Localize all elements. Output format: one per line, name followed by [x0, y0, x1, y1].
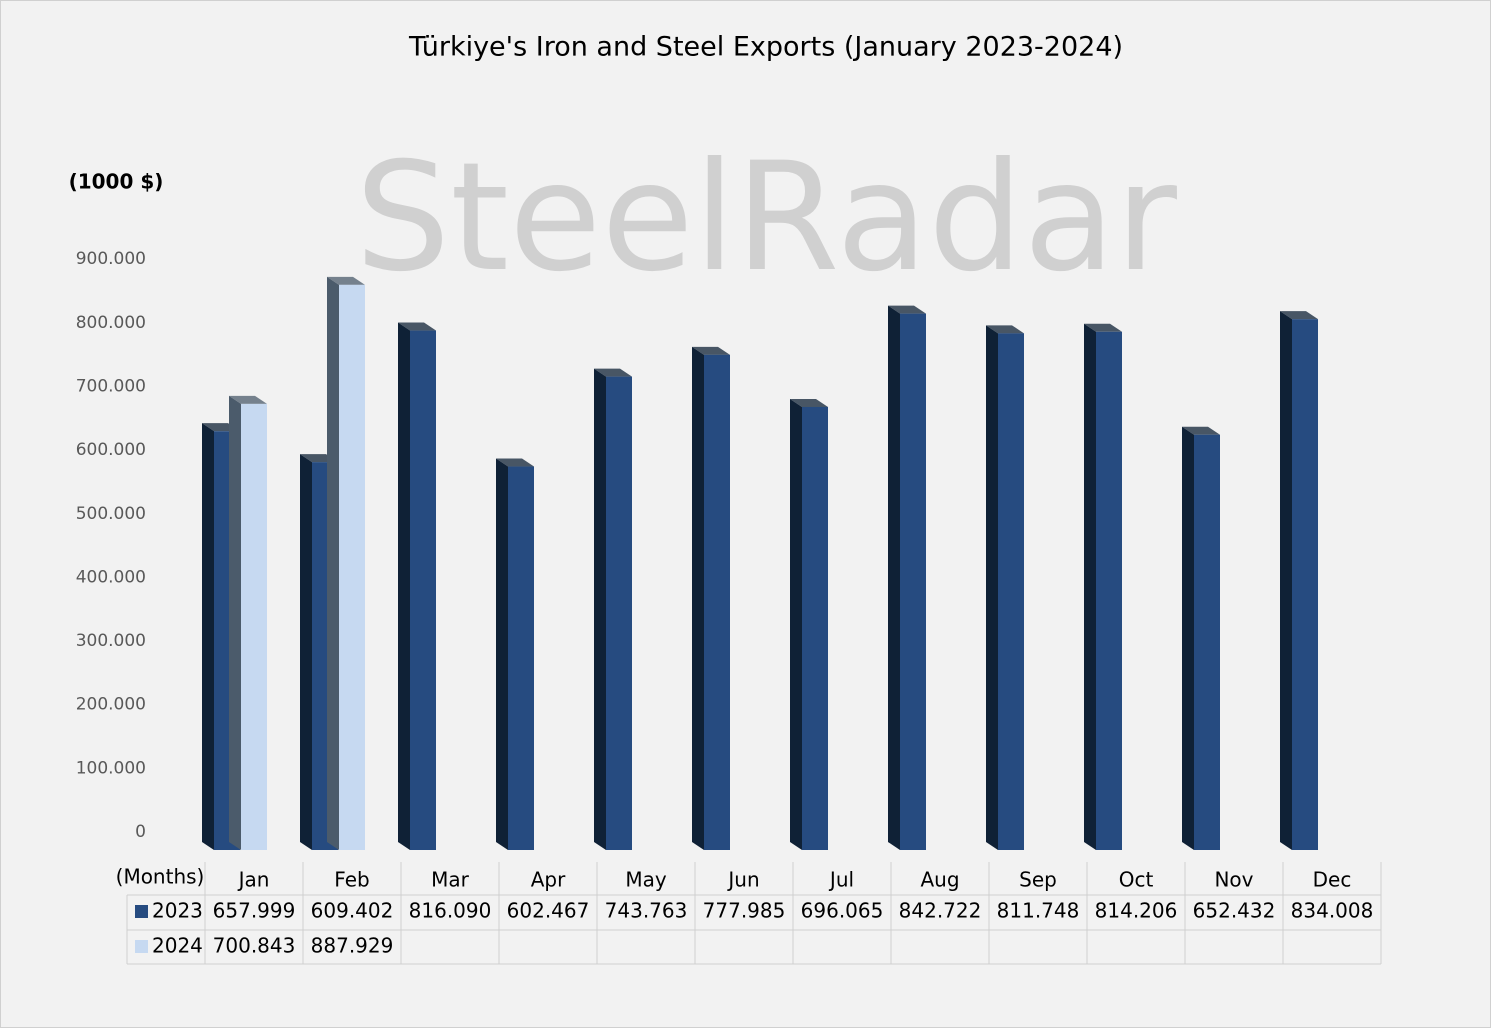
- bar: [606, 376, 632, 850]
- y-tick-label: 700.000: [76, 376, 146, 396]
- bar-top: [327, 276, 365, 285]
- y-tick-label: 200.000: [76, 695, 146, 715]
- x-tick-label: Mar: [431, 868, 470, 892]
- bar: [704, 354, 730, 850]
- legend-swatch: [135, 940, 148, 953]
- y-tick-label: 400.000: [76, 567, 146, 587]
- y-tick-label: 300.000: [76, 631, 146, 651]
- y-tick-label: 500.000: [76, 504, 146, 524]
- bar-top: [1084, 323, 1122, 332]
- bar-top: [1182, 426, 1220, 435]
- bar: [1096, 331, 1122, 850]
- y-tick-label: 0: [135, 822, 146, 842]
- bar-top: [692, 346, 730, 355]
- bar-side: [1182, 426, 1194, 850]
- table-value: 657.999: [213, 899, 296, 923]
- bar-top: [496, 458, 534, 467]
- y-tick-label: 900.000: [76, 249, 146, 269]
- bar: [998, 333, 1024, 850]
- x-tick-label: Sep: [1019, 868, 1057, 892]
- table-value: 696.065: [801, 899, 884, 923]
- watermark: SteelRadar: [355, 131, 1177, 305]
- bar: [410, 330, 436, 850]
- table-value: 602.467: [507, 899, 590, 923]
- x-tick-label: Oct: [1119, 868, 1154, 892]
- bar-side: [327, 276, 339, 850]
- table-value: 842.722: [899, 899, 982, 923]
- table-value: 811.748: [997, 899, 1080, 923]
- legend-swatch: [135, 905, 148, 918]
- bar-side: [1084, 323, 1096, 850]
- x-tick-label: Nov: [1214, 868, 1253, 892]
- bar-top: [594, 368, 632, 377]
- y-tick-label: 100.000: [76, 758, 146, 778]
- bar-side: [300, 454, 312, 850]
- x-tick-label: Apr: [531, 868, 566, 892]
- bar: [1292, 319, 1318, 850]
- bar-side: [202, 423, 214, 850]
- chart-title: Türkiye's Iron and Steel Exports (Januar…: [408, 32, 1123, 63]
- table-value: 652.432: [1193, 899, 1276, 923]
- bar-top: [1280, 311, 1318, 320]
- table-value: 700.843: [213, 934, 296, 958]
- y-tick-label: 800.000: [76, 313, 146, 333]
- table-value: 816.090: [409, 899, 492, 923]
- x-tick-label: Dec: [1313, 868, 1352, 892]
- x-tick-label: Feb: [334, 868, 369, 892]
- bar-side: [986, 325, 998, 850]
- y-axis-label: (1000 $): [69, 170, 164, 194]
- bar-top: [790, 398, 828, 407]
- bar-top: [229, 395, 267, 404]
- table-value: 834.008: [1291, 899, 1374, 923]
- bar-top: [398, 322, 436, 331]
- bar-top: [986, 325, 1024, 334]
- bar-side: [496, 458, 508, 850]
- bar: [508, 466, 534, 850]
- bar-side: [888, 305, 900, 851]
- x-tick-label: Jun: [726, 868, 759, 892]
- x-tick-label: Jan: [237, 868, 270, 892]
- table-value: 609.402: [311, 899, 394, 923]
- x-tick-label: Jul: [828, 868, 854, 892]
- x-axis-label: (Months): [116, 865, 205, 889]
- bar: [339, 284, 365, 850]
- legend-label: 2023: [152, 899, 203, 923]
- table-value: 814.206: [1095, 899, 1178, 923]
- table-value: 743.763: [605, 899, 688, 923]
- table-value: 887.929: [311, 934, 394, 958]
- bar-side: [692, 346, 704, 850]
- bar-side: [229, 395, 241, 850]
- bar: [241, 403, 267, 850]
- y-tick-label: 600.000: [76, 440, 146, 460]
- bar-side: [790, 398, 802, 850]
- bar-side: [594, 368, 606, 850]
- x-tick-label: Aug: [920, 868, 959, 892]
- bar: [802, 406, 828, 850]
- x-tick-label: May: [625, 868, 667, 892]
- table-value: 777.985: [703, 899, 786, 923]
- bar: [1194, 434, 1220, 850]
- legend-label: 2024: [152, 934, 203, 958]
- bar: [900, 313, 926, 851]
- bar-top: [888, 305, 926, 314]
- bar-side: [398, 322, 410, 850]
- bar-side: [1280, 311, 1292, 850]
